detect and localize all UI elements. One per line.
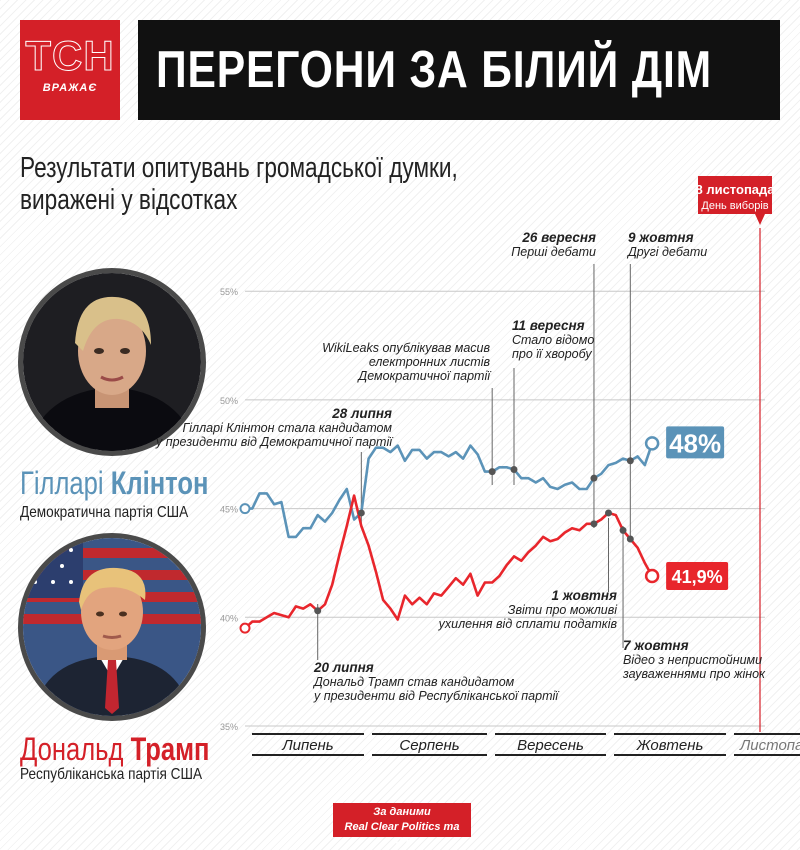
annotation-debate2: 9 жовтня Другі дебати	[626, 230, 707, 259]
y-tick-label: 40%	[220, 613, 238, 623]
annotation-wikileaks: WikiLeaks опублікував масив електронних л…	[322, 341, 492, 383]
annotation-oct7: 7 жовтня Відео з непристойними зауваженням…	[622, 638, 766, 681]
page-title: ПЕРЕГОНИ ЗА БІЛИЙ ДІМ	[156, 41, 712, 99]
event-marker-debate2-clinton	[626, 457, 634, 465]
trump-first-name: Дональд	[20, 731, 124, 767]
x-axis: Липень Серпень Вересень Жовтень Листопад	[252, 733, 800, 756]
trump-end-label: 41,9%	[672, 567, 723, 587]
subtitle-line-1: Результати опитувань громадської думки,	[20, 152, 458, 184]
end-labels: 48% 41,9%	[644, 426, 729, 590]
annotation-sep11: 11 вересня Стало відомо про її хворобу	[512, 318, 594, 361]
month-label: Листопад	[739, 737, 800, 754]
logo-main-text: ТСН	[25, 32, 115, 79]
chart-grid	[245, 290, 765, 727]
clinton-end-label: 48%	[669, 428, 721, 458]
clinton-end-box	[666, 426, 725, 459]
event-marker-debate1-clinton	[590, 474, 598, 482]
month-label: Жовтень	[636, 737, 704, 754]
y-tick-label: 35%	[220, 722, 238, 732]
event-marker-jul20	[314, 607, 322, 615]
y-tick-label: 45%	[220, 505, 238, 515]
subtitle-line-2: виражені у відсотках	[20, 184, 238, 216]
clinton-portrait	[18, 268, 206, 456]
election-day-text: День виборів	[701, 200, 768, 212]
series-lines	[244, 442, 654, 630]
event-marker-oct1	[605, 509, 612, 517]
tsn-logo: ТСН ВРАЖАЄ	[20, 20, 120, 120]
annotation-jul20: 20 липня Дональд Трамп став кандидатом у п…	[312, 660, 560, 703]
clinton-start-point	[239, 503, 251, 515]
clinton-name: Гілларі Клінтон	[20, 466, 208, 500]
clinton-last-name: Клінтон	[110, 465, 209, 501]
event-marker-jul28	[357, 509, 365, 517]
month-label: Вересень	[517, 737, 584, 754]
month-label: Липень	[281, 737, 333, 754]
annotation-jul28: 28 липня Гілларі Клінтон стала кандидатом…	[155, 406, 394, 449]
trump-name: Дональд Трамп	[20, 732, 210, 766]
event-marker-debate1-trump	[590, 520, 598, 528]
event-markers	[239, 457, 634, 634]
source-badge: За даними Real Clear Politics та AFP	[333, 803, 471, 848]
annotation-labels: 20 липня Дональд Трамп став кандидатом у п…	[155, 176, 775, 703]
y-tick-label: 55%	[220, 287, 238, 297]
event-marker-debate2-trump	[626, 535, 634, 543]
title-bar: ПЕРЕГОНИ ЗА БІЛИЙ ДІМ	[138, 20, 780, 120]
event-marker-sep11	[510, 465, 518, 473]
annotation-oct1: 1 жовтня Звіти про можливі ухилення від сп…	[438, 588, 619, 631]
trump-end-box	[666, 561, 729, 590]
chart-subtitle: Результати опитувань громадської думки, …	[20, 152, 458, 216]
trump-line	[244, 494, 654, 630]
month-label: Серпень	[399, 737, 459, 754]
event-marker-oct7	[619, 526, 627, 534]
y-tick-label: 50%	[220, 396, 238, 406]
election-day-date: 8 листопада	[695, 182, 775, 197]
trump-portrait	[18, 533, 206, 721]
trump-end-point	[644, 568, 660, 584]
clinton-line	[245, 442, 654, 539]
source-line-2: Real Clear Politics та AFP	[344, 821, 460, 848]
clinton-party: Демократична партія США	[20, 504, 189, 521]
trump-last-name: Трамп	[130, 731, 210, 767]
annotation-debate1: 26 вересня Перші дебати	[511, 230, 596, 259]
y-tick-labels: 35% 40% 45% 50% 55%	[220, 287, 238, 732]
trump-start-point	[239, 622, 251, 634]
event-marker-wikileaks	[488, 468, 496, 476]
election-day-flag	[698, 176, 772, 225]
trump-party: Республіканська партія США	[20, 766, 203, 783]
logo-sub-text: ВРАЖАЄ	[42, 82, 98, 94]
clinton-first-name: Гілларі	[20, 465, 104, 501]
source-line-1: За даними	[373, 806, 431, 818]
clinton-end-point	[644, 436, 660, 451]
